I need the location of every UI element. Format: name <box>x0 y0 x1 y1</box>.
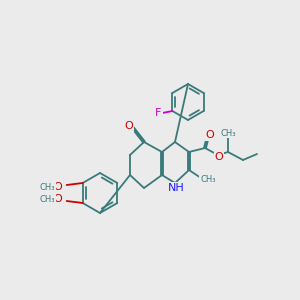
Text: F: F <box>155 108 162 118</box>
Text: O: O <box>124 121 134 131</box>
Text: NH: NH <box>168 183 184 193</box>
Text: CH₃: CH₃ <box>40 196 56 205</box>
Text: CH₃: CH₃ <box>200 176 216 184</box>
Text: O: O <box>53 182 62 192</box>
Text: O: O <box>214 152 224 162</box>
Text: CH₃: CH₃ <box>220 128 236 137</box>
Text: O: O <box>206 130 214 140</box>
Text: O: O <box>53 194 62 204</box>
Text: CH₃: CH₃ <box>40 182 56 191</box>
